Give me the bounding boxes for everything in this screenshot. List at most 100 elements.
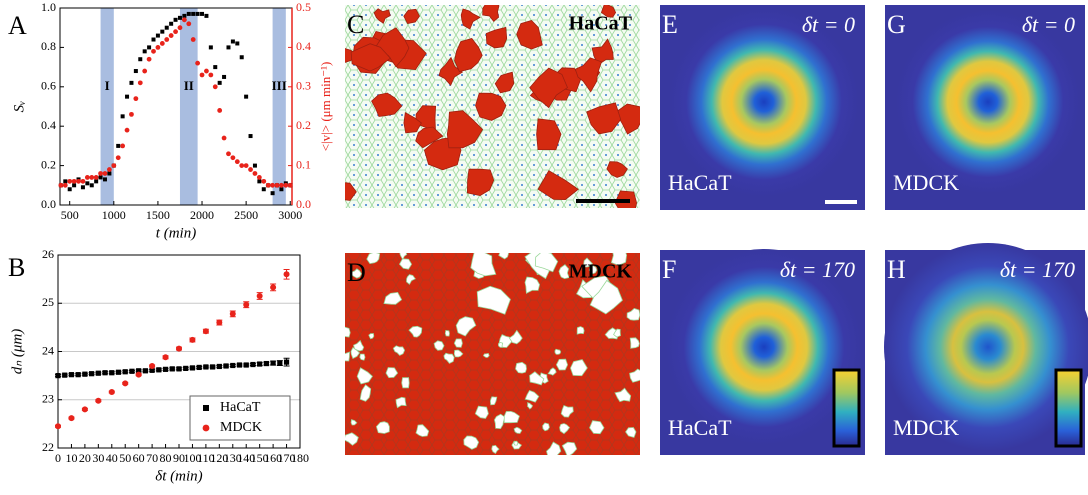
cell-cluster (546, 441, 562, 455)
cell-cluster (629, 337, 640, 349)
cell-cluster (555, 358, 569, 371)
cell-cluster (600, 5, 617, 18)
colorbar (832, 368, 861, 448)
cell-cluster (613, 328, 621, 338)
cell-cluster (443, 352, 455, 364)
cell-cluster (570, 359, 588, 377)
cell-cluster (534, 253, 559, 273)
cell-cluster (554, 348, 562, 355)
point (95, 397, 102, 404)
point (243, 362, 249, 368)
cell-cluster (513, 426, 523, 434)
point (189, 336, 196, 343)
ring (884, 243, 1088, 451)
x-tick-label: 10 (65, 451, 77, 465)
cell-cluster (485, 26, 508, 49)
point (279, 187, 284, 192)
y-tick-label: 0.8 (41, 39, 56, 53)
cell-cluster (614, 387, 632, 403)
point (261, 187, 266, 192)
point (226, 151, 231, 157)
point (239, 55, 244, 60)
point (135, 371, 142, 378)
point (256, 175, 262, 180)
point (261, 178, 267, 184)
point (169, 366, 175, 372)
point (283, 359, 290, 365)
cell-cluster (385, 367, 399, 379)
cell-cluster (438, 56, 464, 87)
cell-cluster (558, 264, 570, 280)
y2-tick-label: 0.3 (296, 79, 311, 93)
point (287, 182, 293, 188)
point (195, 60, 201, 66)
point (102, 177, 107, 182)
ring (666, 249, 862, 445)
point (94, 179, 99, 184)
cell-cluster (433, 340, 445, 351)
cell-cluster (494, 71, 515, 94)
point (177, 25, 183, 31)
x-tick-label: 20 (79, 451, 91, 465)
point (72, 183, 77, 188)
point (235, 41, 240, 46)
y2-tick-label: 0.2 (296, 118, 311, 132)
point (138, 57, 143, 62)
point (257, 361, 263, 367)
white-cells (345, 253, 640, 455)
point (115, 155, 121, 161)
panel-title: δt = 170 (780, 257, 855, 282)
point (82, 371, 88, 377)
point (80, 178, 86, 184)
x-tick-label: 60 (133, 451, 145, 465)
point (243, 163, 249, 169)
cell-cluster (529, 67, 568, 109)
x-tick-label: 30 (92, 451, 104, 465)
point (63, 179, 68, 184)
point (230, 155, 236, 161)
y2-axis-label: <|v|> (μm min⁻¹) (318, 62, 333, 152)
point (196, 364, 202, 371)
y-axis-label: dₙ (μm) (9, 329, 25, 375)
cell-cluster (547, 367, 557, 376)
point (250, 361, 256, 368)
panel-letter: C (347, 10, 364, 39)
panel-title: δt = 170 (1000, 257, 1075, 282)
cell-cluster (463, 435, 480, 450)
panel-letter: B (8, 253, 25, 282)
cell-cluster (508, 329, 523, 345)
point (68, 372, 75, 378)
ring (896, 10, 1080, 194)
y2-tick-label: 0.1 (296, 157, 311, 171)
x-tick-label: 2500 (234, 208, 258, 222)
point (176, 366, 182, 372)
x-tick-label: 40 (106, 451, 118, 465)
point (189, 365, 196, 371)
x-tick-label: 140 (237, 451, 255, 465)
cell-cluster (345, 432, 359, 446)
y-tick-label: 26 (42, 247, 54, 261)
point (142, 68, 148, 74)
cell-cluster (625, 427, 637, 438)
point (89, 175, 95, 180)
cell-cluster (589, 279, 623, 315)
point (102, 370, 108, 376)
band-label: I (105, 78, 110, 93)
cell-cluster (629, 368, 640, 383)
x-tick-label: 1000 (102, 208, 126, 222)
point (62, 182, 68, 188)
point (95, 370, 101, 376)
point (81, 406, 88, 413)
point (191, 11, 196, 16)
y-tick-label: 0.6 (41, 79, 56, 93)
point (124, 127, 130, 133)
point (168, 33, 174, 38)
scale-bar (825, 200, 857, 204)
point (173, 29, 178, 35)
point (164, 25, 169, 30)
legend-label: MDCK (220, 420, 262, 435)
point (84, 175, 90, 180)
panel-letter: E (662, 10, 678, 39)
cell-cluster (406, 274, 416, 285)
cell-cluster (415, 126, 444, 149)
